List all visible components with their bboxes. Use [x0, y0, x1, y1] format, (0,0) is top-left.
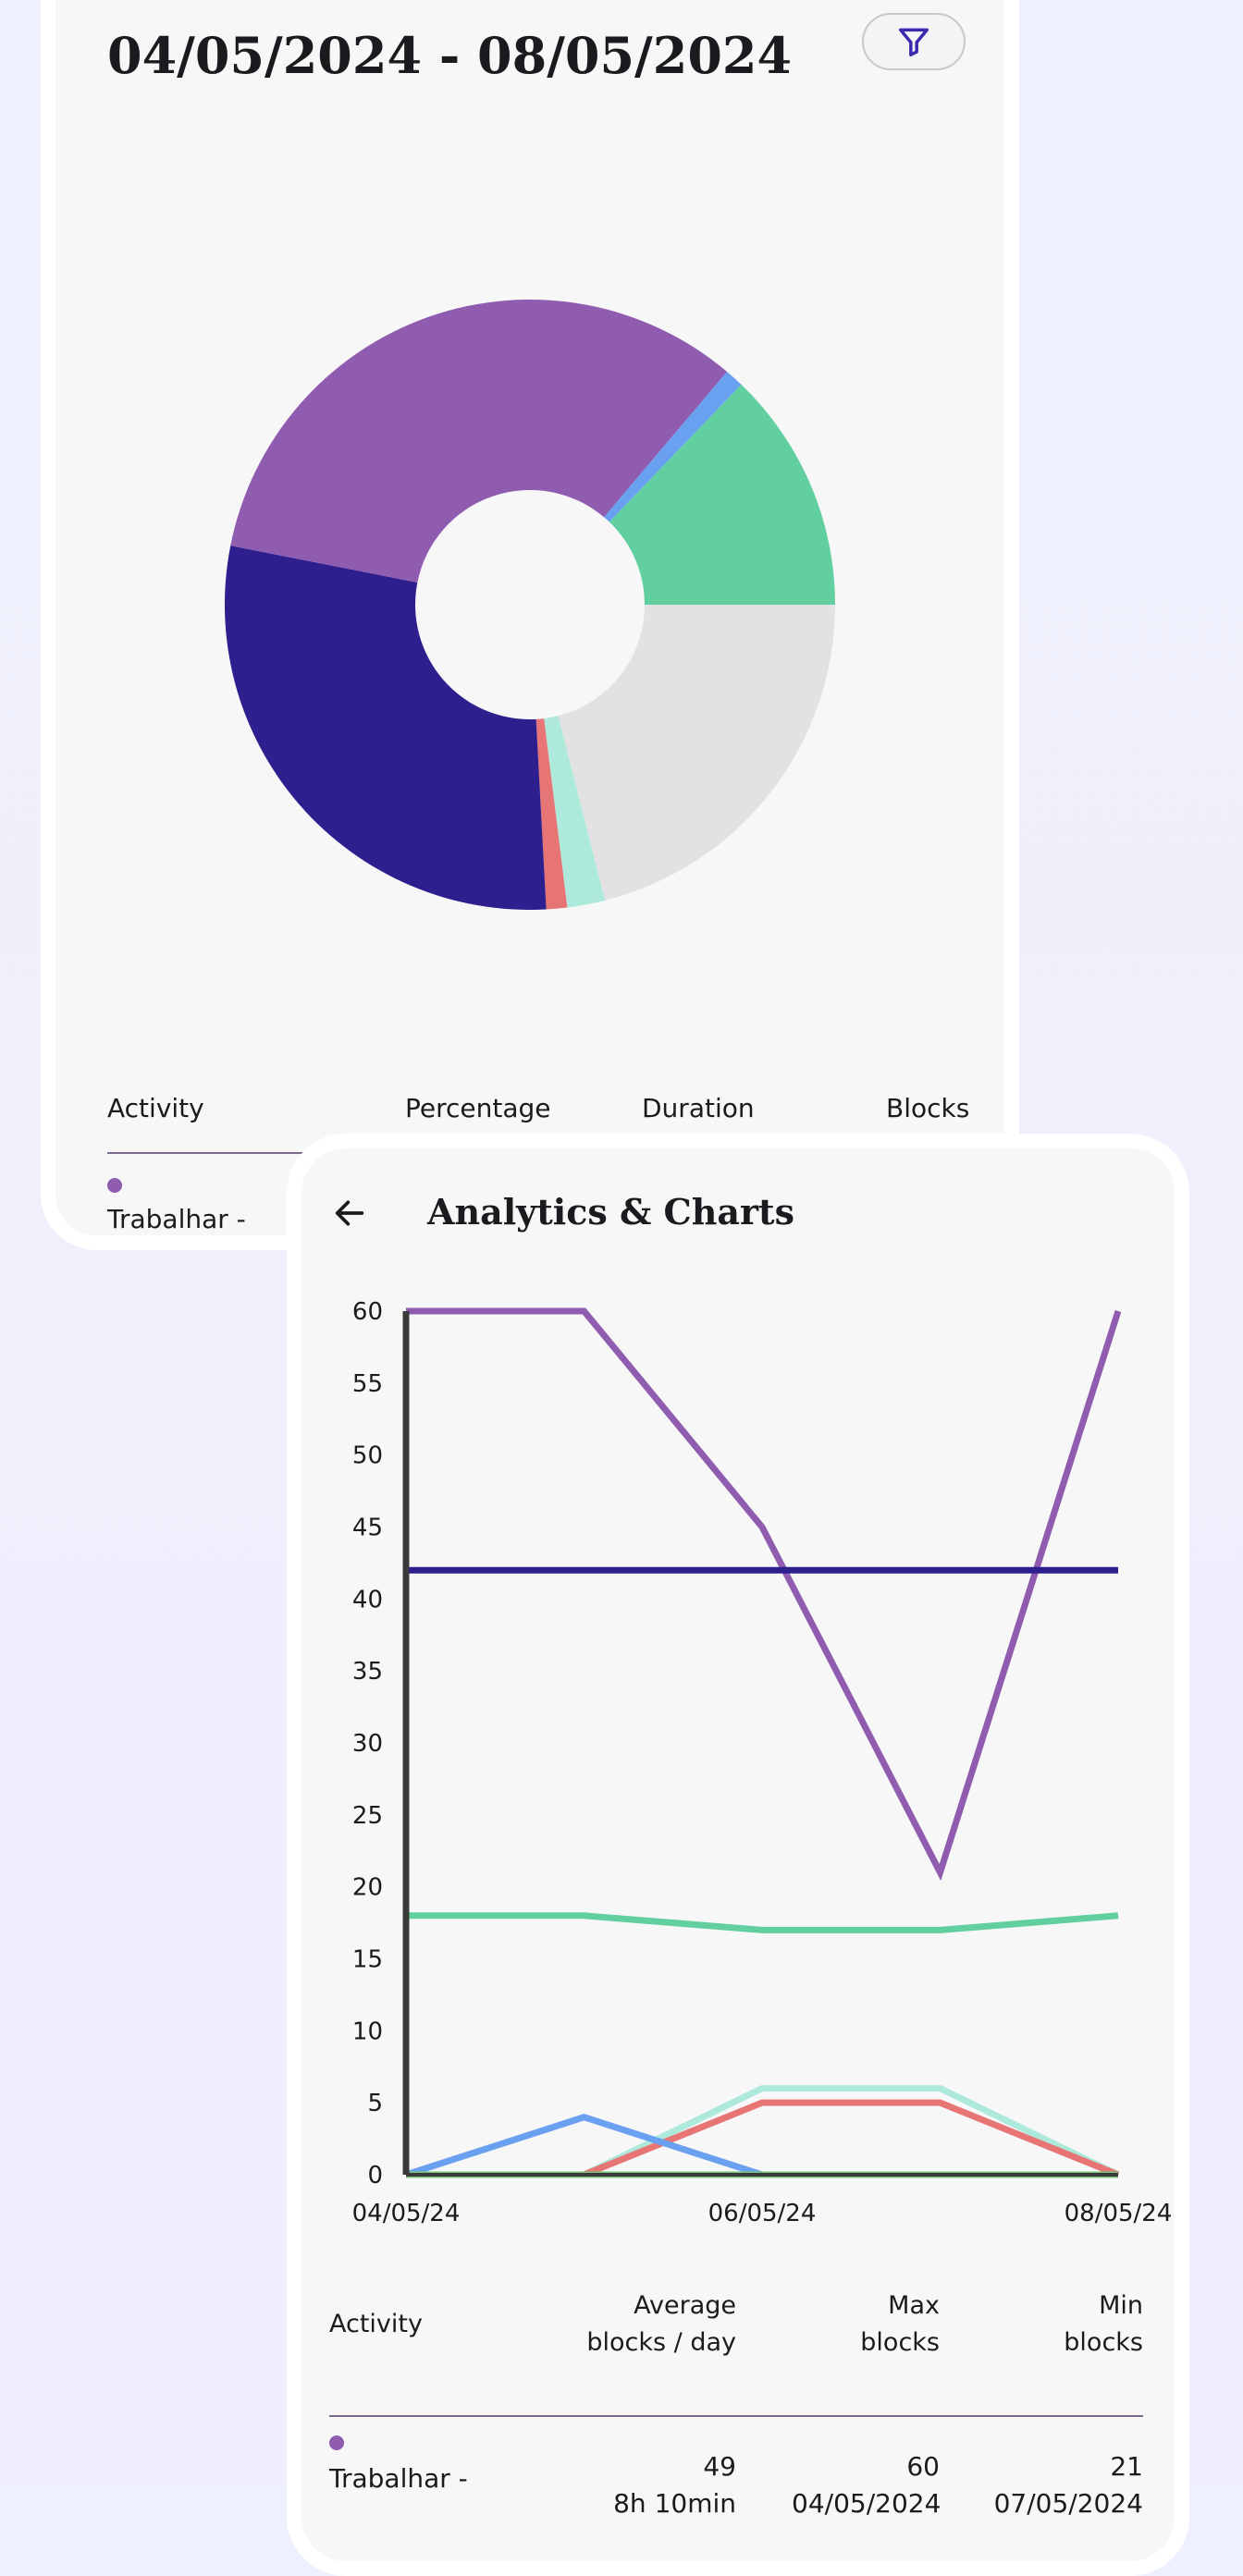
col-header-percentage: Percentage: [405, 1093, 551, 1123]
x-tick-label: 04/05/24: [352, 2200, 461, 2227]
col-header-duration: Duration: [642, 1093, 755, 1123]
summary-card: 04/05/2024 - 08/05/2024 Activity Percent…: [41, 0, 1019, 1250]
filter-icon: [899, 28, 929, 56]
col-header-activity: Activity: [107, 1093, 204, 1123]
y-tick-label: 55: [352, 1370, 383, 1398]
y-tick-label: 40: [352, 1586, 383, 1613]
blocks-line-chart: 0 5 10 15 20 25 30 35 40 45 50 55 60 04/05/24 06/05/24…: [352, 1298, 1173, 2227]
col-header-max: Max blocks: [860, 2291, 940, 2357]
filter-button[interactable]: [862, 13, 966, 70]
x-tick-label: 06/05/24: [708, 2200, 817, 2227]
table-divider: [329, 2415, 1143, 2417]
y-tick-label: 15: [352, 1946, 383, 1974]
col-header-min: Min blocks: [1064, 2291, 1143, 2357]
y-tick-label: 20: [352, 1874, 383, 1902]
arrow-left-icon: [335, 1200, 364, 1226]
donut-slice-4[interactable]: [230, 300, 728, 583]
y-tick-label: 5: [367, 2090, 383, 2117]
series-line-2: [406, 1912, 1119, 1933]
date-range-title: 04/05/2024 - 08/05/2024: [107, 26, 793, 85]
min-date: 07/05/2024: [993, 2488, 1143, 2519]
col-header-activity: Activity: [329, 2310, 423, 2338]
y-tick-label: 30: [352, 1730, 383, 1758]
activity-donut-chart: [225, 300, 835, 910]
donut-slice-0[interactable]: [558, 605, 835, 901]
max-date: 04/05/2024: [792, 2488, 941, 2519]
page-title: Analytics & Charts: [427, 1191, 794, 1233]
y-tick-label: 25: [352, 1802, 383, 1830]
y-tick-label: 10: [352, 2018, 383, 2045]
activity-color-dot: [107, 1178, 122, 1193]
y-tick-label: 50: [352, 1442, 383, 1470]
donut-slice-3[interactable]: [225, 546, 547, 910]
average-duration: 8h 10min: [613, 2488, 736, 2519]
series-line-0: [406, 1307, 1122, 1882]
y-tick-label: 0: [367, 2162, 383, 2190]
donut-slice-1[interactable]: [544, 716, 606, 908]
activity-color-dot: [329, 2435, 344, 2450]
donut-slice-6[interactable]: [609, 384, 835, 605]
col-header-average: Average blocks / day: [586, 2291, 736, 2357]
average-value: 49: [703, 2451, 736, 2482]
y-tick-label: 45: [352, 1515, 383, 1542]
max-value: 60: [906, 2451, 940, 2482]
activity-label: Trabalhar -: [329, 2463, 468, 2494]
min-value: 21: [1110, 2451, 1143, 2482]
y-tick-label: 35: [352, 1658, 383, 1686]
analytics-card: Analytics & Charts 0 5 10 15 20 25 30 35 40 45 50 5…: [287, 1134, 1189, 2576]
back-button[interactable]: [324, 1187, 375, 1239]
activity-label: Trabalhar -: [107, 1204, 246, 1234]
x-tick-label: 08/05/24: [1065, 2200, 1173, 2227]
y-tick-label: 60: [352, 1298, 383, 1326]
donut-slice-2[interactable]: [535, 718, 568, 910]
col-header-blocks: Blocks: [886, 1093, 970, 1123]
donut-slice-5[interactable]: [604, 372, 742, 522]
